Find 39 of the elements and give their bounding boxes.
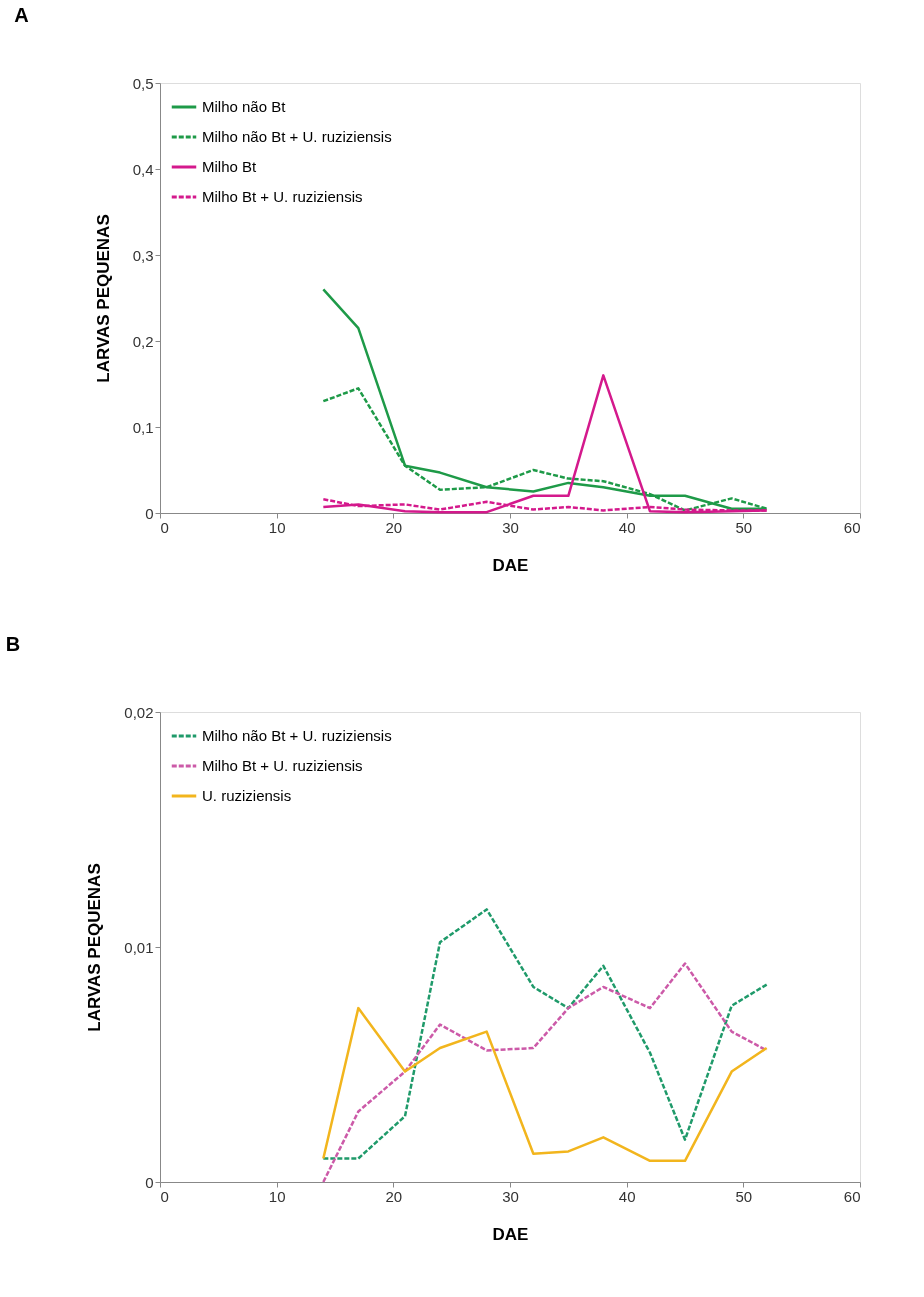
line-series: [322, 1006, 768, 1163]
y-tick-label: 0,3: [132, 246, 154, 264]
x-tick-label: 20: [385, 518, 403, 536]
y-tick-label: 0,01: [124, 938, 154, 956]
x-tick-label: 10: [268, 518, 286, 536]
legend-label: Milho não Bt + U. ruziziensis: [202, 727, 392, 744]
y-tick-label: 0,1: [132, 418, 154, 436]
legend-label: U. ruziziensis: [202, 787, 292, 804]
chart-title: B: [5, 633, 21, 655]
x-tick-label: 20: [385, 1187, 403, 1205]
y-tick-label: 0,02: [124, 703, 154, 721]
chart-title: A: [14, 4, 29, 26]
y-axis-title: LARVAS PEQUENAS: [93, 214, 113, 383]
x-axis-title: DAE: [492, 555, 529, 575]
x-tick-label: 60: [843, 518, 861, 536]
x-tick-label: 30: [502, 518, 519, 536]
line-series: [322, 962, 768, 1184]
x-tick-label: 50: [735, 1187, 753, 1205]
y-tick-label: 0,2: [132, 332, 154, 350]
x-tick-label: 40: [618, 1187, 636, 1205]
x-tick-label: 10: [268, 1187, 286, 1205]
x-tick-label: 60: [843, 1187, 861, 1205]
y-tick-label: 0,4: [132, 160, 154, 178]
x-axis-title: DAE: [492, 1224, 529, 1244]
x-tick-label: 40: [618, 518, 636, 536]
legend-label: Milho Bt: [202, 158, 258, 175]
y-tick-label: 0,5: [132, 74, 154, 92]
y-tick-label: 0: [145, 1173, 154, 1191]
x-tick-label: 0: [160, 518, 169, 536]
x-tick-label: 0: [160, 1187, 169, 1205]
x-tick-label: 50: [735, 518, 753, 536]
legend-label: Milho Bt + U. ruziziensis: [202, 757, 363, 774]
legend-label: Milho não Bt + U. ruziziensis: [202, 128, 392, 145]
line-series: [322, 908, 768, 1160]
x-tick-label: 30: [502, 1187, 519, 1205]
y-tick-label: 0: [145, 504, 154, 522]
y-axis-title: LARVAS PEQUENAS: [85, 863, 105, 1032]
legend-label: Milho não Bt: [202, 98, 287, 115]
legend-label: Milho Bt + U. ruziziensis: [202, 188, 363, 205]
